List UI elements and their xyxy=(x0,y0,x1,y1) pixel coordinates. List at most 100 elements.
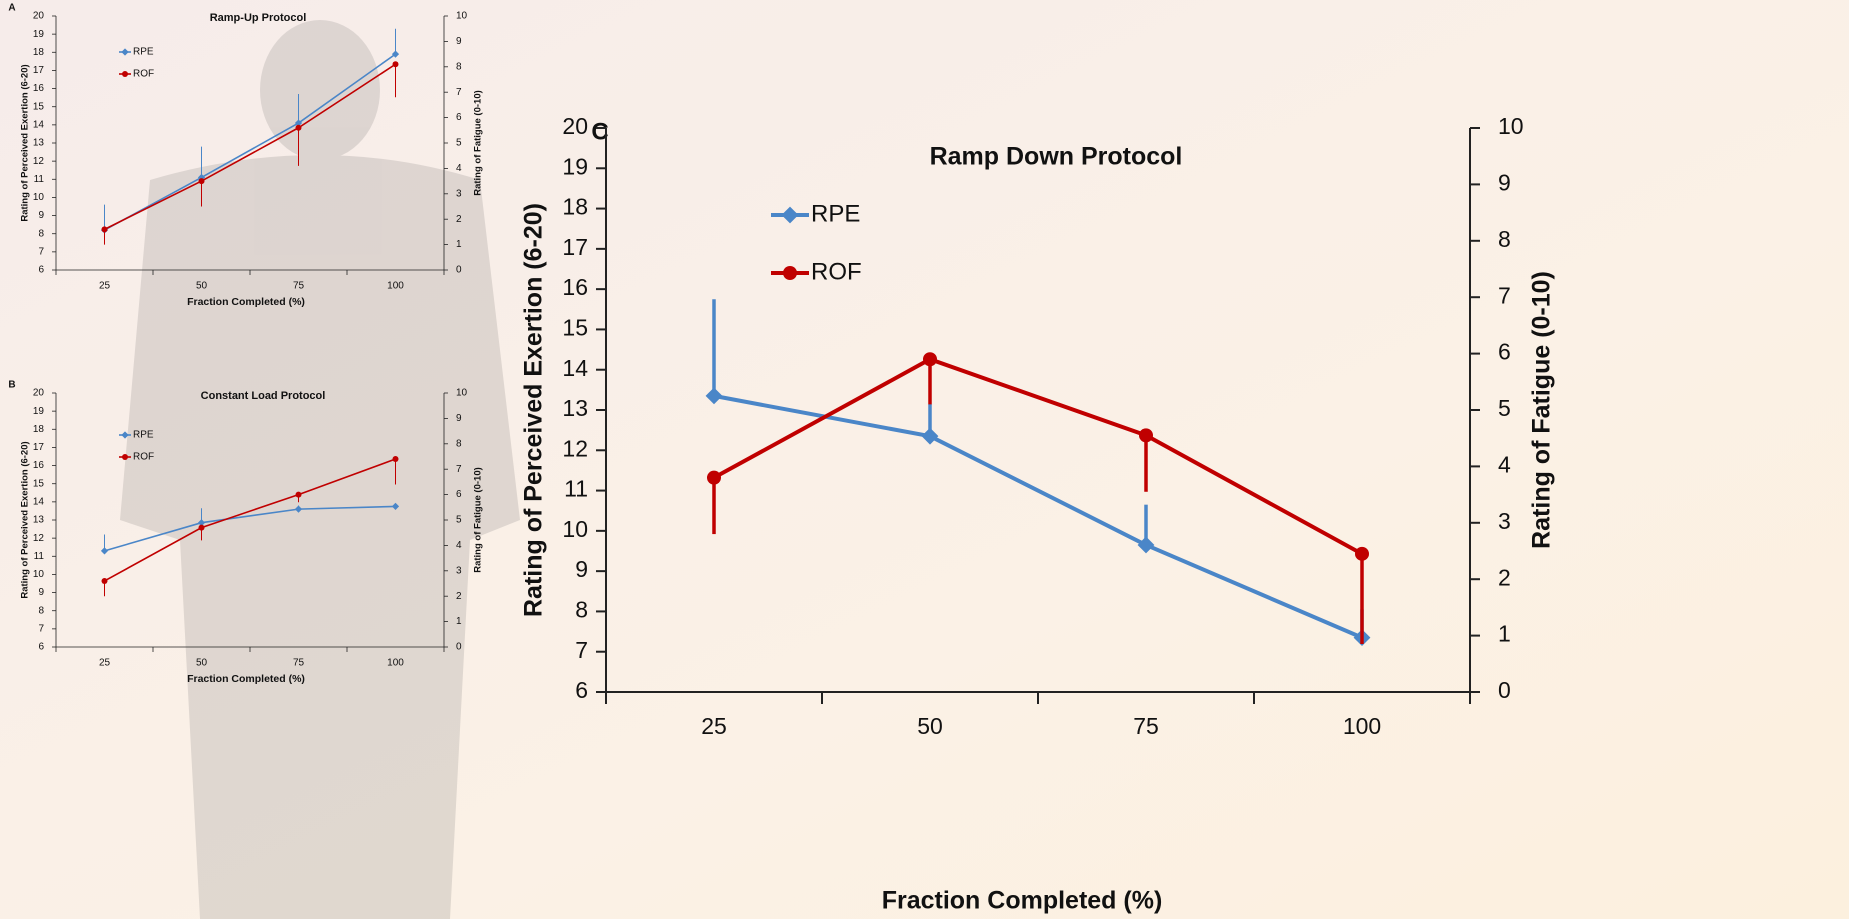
y-tick-label: 19 xyxy=(33,406,45,417)
y-axis-title: Rating of Perceived Exertion (6-20) xyxy=(520,203,548,617)
diamond-marker xyxy=(294,505,303,513)
y-tick-label: 15 xyxy=(562,315,588,341)
x-axis-title: Fraction Completed (%) xyxy=(882,887,1163,915)
y2-tick-label: 0 xyxy=(1498,677,1511,703)
x-axis-title: Fraction Completed (%) xyxy=(187,296,305,308)
y-tick-label: 17 xyxy=(562,234,588,260)
y2-tick-label: 3 xyxy=(1498,508,1511,534)
y2-tick-label: 8 xyxy=(456,438,462,449)
diamond-marker xyxy=(391,50,400,58)
y-tick-label: 20 xyxy=(33,11,45,22)
y-tick-label: 16 xyxy=(562,274,588,300)
y2-tick-label: 5 xyxy=(456,515,462,526)
diamond-marker xyxy=(121,48,129,56)
y-tick-label: 8 xyxy=(38,605,44,616)
series-line xyxy=(713,393,1363,640)
y2-tick-label: 3 xyxy=(456,188,462,199)
y2-tick-label: 6 xyxy=(1498,339,1511,365)
x-tick-label: 100 xyxy=(387,658,404,669)
y2-tick-label: 1 xyxy=(456,239,462,250)
legend-label: RPE xyxy=(811,200,860,227)
diamond-marker xyxy=(705,387,723,405)
x-tick-label: 100 xyxy=(387,281,404,292)
series-line xyxy=(104,53,396,231)
y-tick-label: 14 xyxy=(33,119,45,130)
y-tick-label: 18 xyxy=(33,47,45,58)
legend-label: ROF xyxy=(133,452,154,463)
y-tick-label: 13 xyxy=(33,138,45,149)
y-tick-label: 15 xyxy=(33,478,45,489)
circle-marker xyxy=(101,226,108,233)
y-tick-label: 16 xyxy=(33,460,45,471)
panel-label: B xyxy=(8,380,15,391)
y-tick-label: 6 xyxy=(38,265,44,276)
diamond-marker xyxy=(100,547,109,555)
x-tick-label: 50 xyxy=(196,658,208,669)
circle-marker xyxy=(923,352,937,367)
circle-marker xyxy=(122,454,128,460)
y2-tick-label: 7 xyxy=(1498,282,1511,308)
y2-tick-label: 8 xyxy=(1498,226,1511,252)
y2-tick-label: 10 xyxy=(456,388,468,399)
y2-tick-label: 6 xyxy=(456,112,462,123)
panel-label: C xyxy=(591,118,608,145)
circle-marker xyxy=(295,491,302,498)
y-axis-title: Rating of Perceived Exertion (6-20) xyxy=(20,64,31,221)
y-tick-label: 12 xyxy=(562,435,588,461)
circle-marker xyxy=(101,577,108,584)
y-tick-label: 6 xyxy=(38,642,44,653)
diamond-marker xyxy=(121,431,129,439)
y2-tick-label: 9 xyxy=(456,413,462,424)
x-tick-label: 50 xyxy=(917,713,943,739)
y2-tick-label: 9 xyxy=(1498,169,1511,195)
y2-tick-label: 10 xyxy=(1498,113,1524,139)
y-tick-label: 19 xyxy=(33,29,45,40)
y-tick-label: 8 xyxy=(38,228,44,239)
y-tick-label: 9 xyxy=(38,210,44,221)
y-tick-label: 11 xyxy=(34,551,45,562)
circle-marker xyxy=(783,266,797,280)
y2-axis-title: Rating of Fatigue (0-10) xyxy=(473,467,484,573)
y-tick-label: 17 xyxy=(33,442,45,453)
y-tick-label: 10 xyxy=(33,192,45,203)
legend-label: RPE xyxy=(133,430,154,441)
series-line xyxy=(104,505,396,552)
y2-tick-label: 3 xyxy=(456,565,462,576)
y2-tick-label: 4 xyxy=(456,163,462,174)
y2-tick-label: 0 xyxy=(456,265,462,276)
chart-title: Constant Load Protocol xyxy=(201,390,326,402)
y-tick-label: 8 xyxy=(575,597,588,623)
circle-marker xyxy=(198,178,205,185)
diamond-marker xyxy=(781,206,799,224)
y-tick-label: 18 xyxy=(562,194,588,220)
x-tick-label: 50 xyxy=(196,281,208,292)
y2-tick-label: 7 xyxy=(456,87,462,98)
legend-label: ROF xyxy=(133,69,154,80)
diamond-marker xyxy=(197,519,206,527)
y-tick-label: 16 xyxy=(33,83,45,94)
y-tick-label: 14 xyxy=(562,355,588,381)
silhouette xyxy=(120,20,520,919)
y-tick-label: 9 xyxy=(38,587,44,598)
legend-label: ROF xyxy=(811,258,862,285)
circle-marker xyxy=(122,71,128,77)
legend-label: RPE xyxy=(133,47,154,58)
y-tick-label: 11 xyxy=(34,174,45,185)
y2-tick-label: 4 xyxy=(456,540,462,551)
x-tick-label: 25 xyxy=(99,281,111,292)
diamond-marker xyxy=(921,427,939,445)
diamond-marker xyxy=(1137,536,1155,554)
x-tick-label: 75 xyxy=(1133,713,1159,739)
y-tick-label: 18 xyxy=(33,424,45,435)
y-tick-label: 17 xyxy=(33,65,45,76)
y-tick-label: 14 xyxy=(33,496,45,507)
y-tick-label: 20 xyxy=(33,388,45,399)
y2-tick-label: 10 xyxy=(456,11,468,22)
series-line xyxy=(104,458,396,582)
diamond-marker xyxy=(294,119,303,127)
y-tick-label: 15 xyxy=(33,101,45,112)
